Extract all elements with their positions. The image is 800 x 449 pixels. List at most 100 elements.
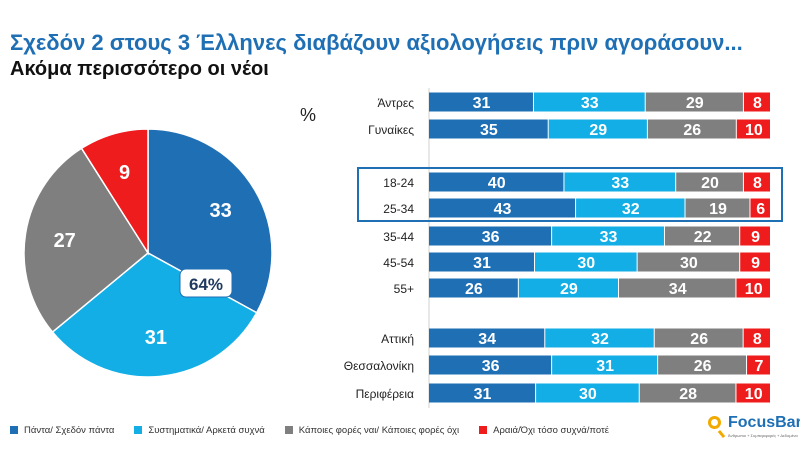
bar-value-label: 26 <box>690 331 708 348</box>
bar-segment <box>429 119 548 139</box>
bar-segment <box>545 328 654 348</box>
bar-segment <box>736 278 770 298</box>
bar-value-label: 31 <box>596 358 614 375</box>
bar-segment <box>429 198 576 218</box>
legend-item: Συστηματικά/ Αρκετά συχνά <box>134 424 265 436</box>
pie-slice <box>51 252 258 378</box>
bar-segment <box>740 252 770 272</box>
legend-item: Αραιά/Όχι τόσο συχνά/ποτέ <box>479 425 609 436</box>
bar-value-label: 30 <box>577 255 595 272</box>
category-label: Περιφέρεια <box>356 387 414 401</box>
pie-slice <box>23 147 149 334</box>
magnifier-icon <box>708 416 721 429</box>
bar-value-label: 34 <box>669 281 687 298</box>
bar-segment <box>736 119 770 139</box>
bar-segment <box>564 172 676 192</box>
bar-segment <box>645 92 743 112</box>
bar-value-label: 36 <box>482 229 500 246</box>
bar-segment <box>740 226 770 246</box>
legend-swatch <box>284 426 293 434</box>
bar-segment <box>654 328 743 348</box>
category-label: Γυναίκες <box>368 123 414 137</box>
bar-value-label: 33 <box>611 175 629 192</box>
highlight-box <box>357 167 783 222</box>
bar-value-label: 9 <box>751 255 760 272</box>
bar-value-label: 26 <box>465 281 483 298</box>
bar-segment <box>429 226 552 246</box>
bar-value-label: 28 <box>679 386 697 403</box>
category-label: 35-44 <box>383 230 414 244</box>
bar-segment <box>637 252 740 272</box>
bar-value-label: 34 <box>478 331 496 348</box>
pie-slice <box>80 128 149 256</box>
bar-segment <box>552 226 664 246</box>
chart-title: Σχεδόν 2 στους 3 Έλληνες διαβάζουν αξιολ… <box>10 30 743 55</box>
bar-segment <box>743 92 770 112</box>
legend-item: Κάποιες φορές ναι/ Κάποιες φορές όχι <box>284 425 459 436</box>
bar-value-label: 8 <box>753 331 762 348</box>
bar-segment <box>647 119 736 139</box>
bar-segment <box>747 355 770 375</box>
legend-swatch <box>10 426 18 434</box>
legend-label: Συστηματικά/ Αρκετά συχνά <box>148 424 265 436</box>
focusbari-logo: FocusBari Άνθρωποι + Συμπεριφορές + Δεδο… <box>706 414 800 446</box>
category-label: Θεσσαλονίκη <box>344 359 414 373</box>
bar-segment <box>743 328 770 348</box>
bar-value-label: 43 <box>494 201 512 218</box>
bar-value-label: 10 <box>745 122 763 139</box>
bar-value-label: 31 <box>474 386 492 403</box>
bar-segment <box>743 172 770 192</box>
bar-segment <box>619 278 736 298</box>
bar-segment <box>676 172 743 192</box>
bar-segment <box>685 198 750 218</box>
pie-slice-label: 31 <box>145 327 167 349</box>
bar-value-label: 7 <box>755 358 764 375</box>
logo-name: FocusBari <box>728 414 800 431</box>
category-label: Άντρες <box>378 96 415 110</box>
bar-segment <box>429 328 545 348</box>
category-label: 55+ <box>394 282 414 296</box>
category-label: Αττική <box>381 332 414 346</box>
bar-segment <box>533 92 645 112</box>
bar-segment <box>658 355 747 375</box>
bar-value-label: 19 <box>709 201 727 218</box>
bar-value-label: 26 <box>683 122 701 139</box>
bar-segment <box>429 383 536 403</box>
bar-segment <box>429 252 535 272</box>
bar-value-label: 29 <box>560 281 578 298</box>
bar-value-label: 33 <box>600 229 618 246</box>
bar-segment <box>639 383 736 403</box>
category-label: 18-24 <box>383 176 414 190</box>
bar-segment <box>429 172 564 192</box>
bar-segment <box>576 198 685 218</box>
category-label: 45-54 <box>383 256 414 270</box>
bar-segment <box>750 198 770 218</box>
bar-segment <box>429 278 518 298</box>
bar-segment <box>664 226 740 246</box>
bar-segment <box>536 383 639 403</box>
bar-value-label: 31 <box>473 95 491 112</box>
legend: Πάντα/ Σχεδόν πάντα Συστηματικά/ Αρκετά σ… <box>10 421 710 439</box>
bar-value-label: 20 <box>701 175 719 192</box>
bar-value-label: 40 <box>488 175 506 192</box>
bar-segment <box>535 252 637 272</box>
bar-value-label: 33 <box>581 95 599 112</box>
bar-value-label: 22 <box>694 229 712 246</box>
bar-segment <box>736 383 770 403</box>
bar-value-label: 29 <box>589 122 607 139</box>
bar-value-label: 26 <box>694 358 712 375</box>
bar-value-label: 8 <box>753 175 762 192</box>
bar-segment <box>518 278 618 298</box>
bar-segment <box>429 92 533 112</box>
bar-value-label: 36 <box>482 358 500 375</box>
bar-value-label: 31 <box>473 255 491 272</box>
bar-value-label: 6 <box>756 201 765 218</box>
pie-slice-label: 27 <box>54 230 76 252</box>
callout-label: 64% <box>189 275 223 294</box>
bar-segment <box>552 355 658 375</box>
chart-subtitle: Ακόμα περισσότερο οι νέοι <box>10 58 269 80</box>
bar-value-label: 10 <box>745 386 763 403</box>
bar-segment <box>429 355 552 375</box>
pie-slice-label: 9 <box>119 162 130 184</box>
